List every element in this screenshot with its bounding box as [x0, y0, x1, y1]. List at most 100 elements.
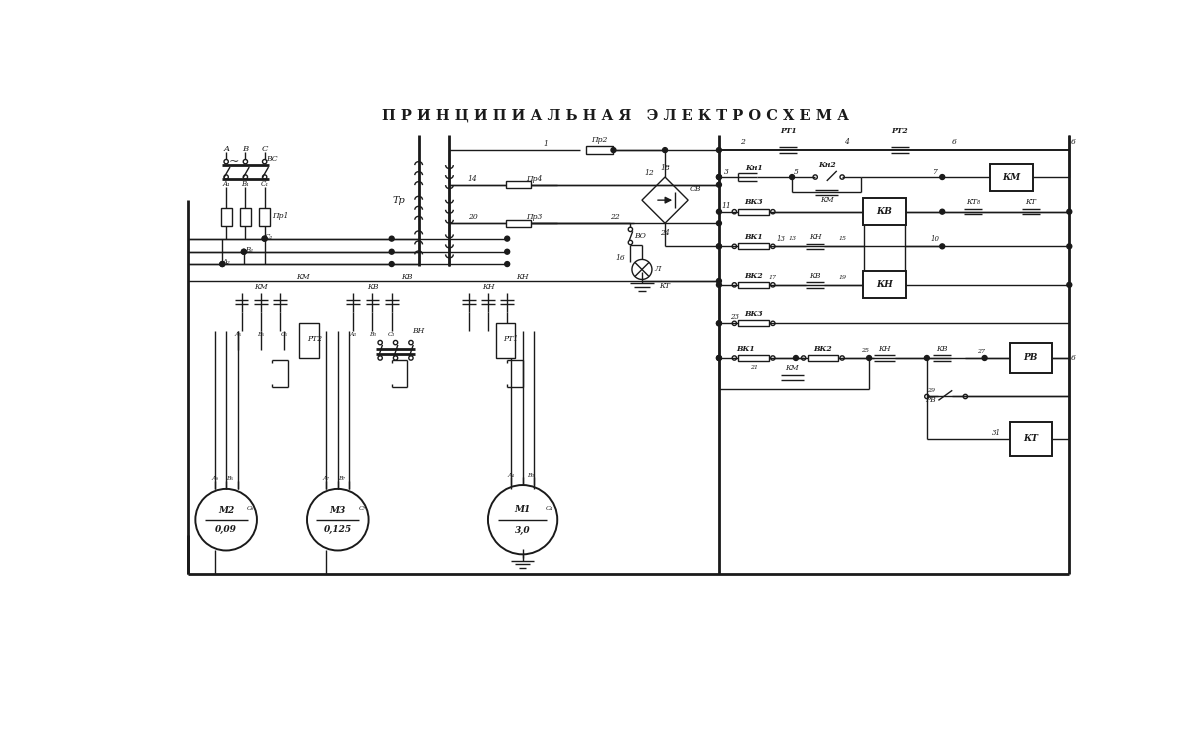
Circle shape: [241, 249, 246, 254]
Text: 13: 13: [788, 236, 796, 241]
Text: Пр2: Пр2: [592, 136, 607, 144]
Bar: [299, 323, 318, 358]
Circle shape: [611, 148, 616, 153]
Text: КН: КН: [878, 345, 890, 353]
Circle shape: [716, 282, 721, 287]
Circle shape: [716, 182, 721, 187]
Text: 1: 1: [544, 140, 548, 148]
Circle shape: [220, 262, 224, 267]
Text: C₅: C₅: [281, 333, 288, 338]
Text: 0,125: 0,125: [324, 525, 352, 534]
Circle shape: [505, 262, 510, 267]
Circle shape: [505, 249, 510, 254]
Circle shape: [716, 148, 721, 153]
Text: ВК1: ВК1: [737, 345, 755, 353]
Text: М2: М2: [218, 506, 234, 515]
Text: A₄: A₄: [508, 472, 515, 477]
Text: 0,09: 0,09: [215, 525, 238, 534]
Text: РВ: РВ: [925, 396, 936, 404]
Text: 17: 17: [769, 275, 776, 280]
Text: 3,0: 3,0: [515, 526, 530, 535]
Text: КТ: КТ: [1024, 434, 1038, 443]
Circle shape: [262, 236, 268, 241]
Text: 23: 23: [730, 313, 739, 321]
Bar: [738, 320, 769, 327]
Text: ВК3: ВК3: [744, 310, 763, 318]
Text: КТ₈: КТ₈: [966, 198, 980, 206]
Text: Кн2: Кн2: [818, 162, 835, 170]
Text: C₆: C₆: [247, 506, 254, 511]
Text: B: B: [242, 145, 248, 153]
Text: КВ: КВ: [367, 283, 378, 291]
Text: Пр3: Пр3: [526, 213, 542, 221]
Text: 20: 20: [468, 213, 478, 221]
Text: 29: 29: [926, 388, 935, 393]
Bar: [738, 243, 769, 249]
Text: КМ: КМ: [1002, 173, 1021, 181]
Circle shape: [716, 321, 721, 326]
Text: 6: 6: [1070, 354, 1075, 362]
Text: Тр: Тр: [394, 196, 406, 205]
Circle shape: [389, 249, 394, 254]
Text: РТ1: РТ1: [780, 127, 797, 135]
Bar: [221, 208, 232, 226]
Circle shape: [716, 244, 721, 249]
Text: КН: КН: [809, 233, 822, 241]
Text: C₇: C₇: [359, 506, 366, 511]
Circle shape: [940, 209, 944, 214]
Circle shape: [389, 262, 394, 267]
Bar: [506, 220, 532, 227]
Text: B₇: B₇: [338, 477, 346, 482]
Text: 21: 21: [750, 366, 757, 371]
Text: 24: 24: [660, 230, 670, 238]
Text: КВ: КВ: [810, 272, 821, 279]
Text: A₇: A₇: [323, 477, 330, 482]
Text: Пр1: Пр1: [272, 211, 288, 219]
Bar: [808, 355, 839, 361]
Text: ВК3: ВК3: [744, 198, 763, 206]
Circle shape: [790, 175, 794, 180]
Bar: [506, 181, 532, 188]
Text: М1: М1: [515, 505, 530, 514]
Text: B₃: B₃: [527, 472, 534, 477]
Text: РТ2: РТ2: [892, 127, 908, 135]
Text: 6: 6: [1070, 138, 1075, 146]
Bar: [863, 271, 906, 298]
Text: КМ: КМ: [254, 283, 268, 291]
Bar: [738, 208, 769, 215]
Text: КМ: КМ: [785, 364, 799, 372]
Circle shape: [1067, 209, 1072, 214]
Text: ВК2: ВК2: [744, 272, 763, 279]
Text: A: A: [223, 145, 229, 153]
Text: КВ: КВ: [876, 207, 893, 216]
Bar: [1009, 422, 1052, 456]
Text: Пр4: Пр4: [526, 175, 542, 183]
Bar: [259, 208, 270, 226]
Text: 22: 22: [610, 213, 620, 221]
Circle shape: [241, 249, 246, 254]
Text: ВН: ВН: [413, 327, 425, 335]
Bar: [240, 208, 251, 226]
Circle shape: [866, 355, 871, 360]
Circle shape: [716, 175, 721, 180]
Bar: [738, 355, 769, 361]
Text: 7: 7: [932, 167, 937, 175]
Text: М3: М3: [330, 506, 346, 515]
Text: РТ2: РТ2: [307, 335, 323, 343]
Text: 19: 19: [838, 275, 846, 280]
Text: 16: 16: [616, 254, 625, 262]
Text: B₃: B₃: [368, 333, 376, 338]
Text: C₁: C₁: [260, 180, 269, 188]
Circle shape: [716, 175, 721, 180]
Circle shape: [716, 355, 721, 360]
Circle shape: [1067, 244, 1072, 249]
Text: 31: 31: [991, 428, 1001, 436]
Text: C₂: C₂: [264, 233, 272, 241]
Bar: [990, 164, 1033, 191]
Text: 10: 10: [930, 235, 940, 243]
Text: 3: 3: [725, 167, 730, 175]
Circle shape: [716, 321, 721, 326]
Bar: [738, 281, 769, 288]
Text: ~: ~: [229, 155, 239, 168]
Circle shape: [716, 209, 721, 214]
